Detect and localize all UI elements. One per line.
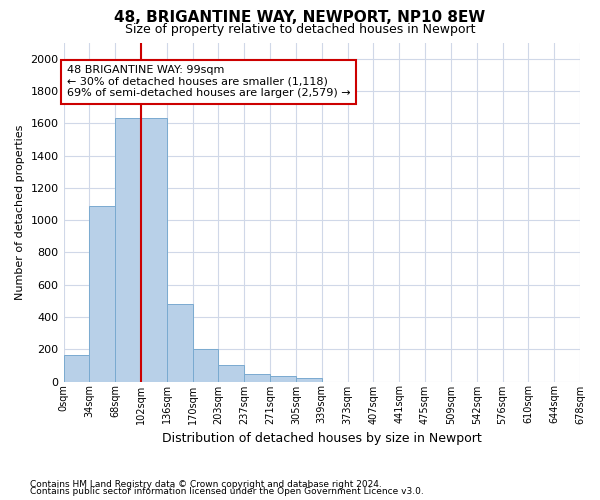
Text: Size of property relative to detached houses in Newport: Size of property relative to detached ho… — [125, 22, 475, 36]
Y-axis label: Number of detached properties: Number of detached properties — [15, 124, 25, 300]
Bar — [167, 304, 193, 382]
Bar — [64, 355, 89, 382]
Bar — [270, 376, 296, 382]
Text: 48, BRIGANTINE WAY, NEWPORT, NP10 8EW: 48, BRIGANTINE WAY, NEWPORT, NP10 8EW — [115, 10, 485, 25]
Text: Contains public sector information licensed under the Open Government Licence v3: Contains public sector information licen… — [30, 487, 424, 496]
Bar — [115, 118, 141, 382]
Bar — [89, 206, 115, 382]
Bar — [244, 374, 270, 382]
Text: Contains HM Land Registry data © Crown copyright and database right 2024.: Contains HM Land Registry data © Crown c… — [30, 480, 382, 489]
Text: 48 BRIGANTINE WAY: 99sqm
← 30% of detached houses are smaller (1,118)
69% of sem: 48 BRIGANTINE WAY: 99sqm ← 30% of detach… — [67, 65, 350, 98]
Bar — [193, 349, 218, 382]
Bar — [296, 378, 322, 382]
X-axis label: Distribution of detached houses by size in Newport: Distribution of detached houses by size … — [162, 432, 482, 445]
Bar — [218, 366, 244, 382]
Bar — [141, 118, 167, 382]
